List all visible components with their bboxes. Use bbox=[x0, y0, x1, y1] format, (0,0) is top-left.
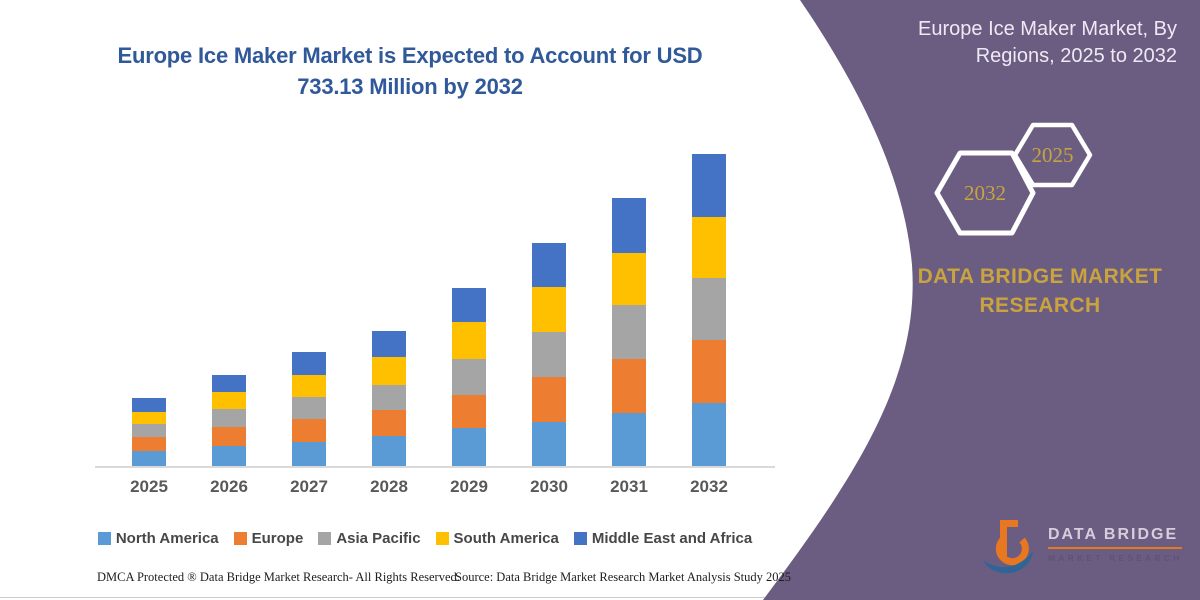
x-axis-label-2026: 2026 bbox=[210, 477, 248, 496]
stacked-bar-chart bbox=[95, 120, 775, 468]
bar-segment-south-america-2030 bbox=[532, 287, 566, 332]
x-axis-labels: 2025 2026 2027 2028 2029 2030 2031 2032 bbox=[95, 477, 775, 499]
chart-title: Europe Ice Maker Market is Expected to A… bbox=[100, 40, 720, 102]
chart-legend: North America Europe Asia Pacific South Ame… bbox=[75, 530, 775, 547]
bar-segment-middle-east-and-africa-2032 bbox=[692, 154, 726, 218]
hexagon-2025-label: 2025 bbox=[1032, 143, 1074, 167]
bar-segment-middle-east-and-africa-2026 bbox=[212, 374, 246, 392]
legend-item-middle-east-and-africa: Middle East and Africa bbox=[573, 530, 753, 547]
footer-source-text: Source: Data Bridge Market Research Mark… bbox=[455, 570, 792, 584]
bar-segment-south-america-2031 bbox=[612, 252, 646, 305]
legend-item-asia-pacific: Asia Pacific bbox=[318, 530, 421, 547]
bar-segment-north-america-2032 bbox=[692, 403, 726, 466]
bar-segment-north-america-2025 bbox=[132, 450, 166, 466]
brand-text-line2: RESEARCH bbox=[979, 294, 1101, 318]
logo-b-stem bbox=[1000, 520, 1018, 559]
x-axis-label-2027: 2027 bbox=[290, 477, 328, 496]
legend-item-north-america: North America bbox=[97, 530, 219, 547]
chart-title-line2: 733.13 Million by 2032 bbox=[297, 74, 523, 100]
bar-segment-europe-2031 bbox=[612, 359, 646, 414]
bar-segment-north-america-2031 bbox=[612, 413, 646, 466]
bar-segment-asia-pacific-2028 bbox=[372, 384, 406, 410]
bar-segment-europe-2032 bbox=[692, 340, 726, 404]
x-axis-label-2031: 2031 bbox=[610, 477, 648, 496]
logo-b-bowl bbox=[995, 535, 1029, 566]
bar-segment-europe-2028 bbox=[372, 410, 406, 436]
x-axis-label-2025: 2025 bbox=[130, 477, 168, 496]
logo-divider bbox=[1048, 546, 1183, 549]
hexagon-2025 bbox=[1012, 122, 1093, 188]
bar-segment-middle-east-and-africa-2029 bbox=[452, 287, 486, 322]
panel-title: Europe Ice Maker Market, By Regions, 202… bbox=[900, 16, 1177, 70]
bar-segment-south-america-2026 bbox=[212, 391, 246, 409]
bar-segment-south-america-2032 bbox=[692, 217, 726, 279]
bar-segment-north-america-2028 bbox=[372, 436, 406, 466]
legend-swatch bbox=[97, 532, 111, 545]
legend-item-europe: Europe bbox=[233, 530, 304, 547]
logo-wordmark: DATA BRIDGE MARKET RESEARCH bbox=[1048, 525, 1183, 563]
hexagon-badges: 2032 2025 bbox=[934, 122, 1093, 236]
legend-label: North America bbox=[115, 530, 219, 547]
hexagon-2032 bbox=[934, 150, 1036, 236]
bar-segment-south-america-2025 bbox=[132, 412, 166, 425]
data-bridge-logo: DATA BRIDGE MARKET RESEARCH bbox=[980, 512, 1183, 576]
bar-segment-middle-east-and-africa-2028 bbox=[372, 330, 406, 358]
bar-segment-europe-2026 bbox=[212, 426, 246, 446]
bar-segment-north-america-2027 bbox=[292, 441, 326, 466]
bar-segment-south-america-2027 bbox=[292, 374, 326, 397]
legend-swatch bbox=[318, 532, 332, 545]
legend-label: Asia Pacific bbox=[336, 530, 421, 547]
x-axis-label-2028: 2028 bbox=[370, 477, 408, 496]
bar-segment-middle-east-and-africa-2031 bbox=[612, 197, 646, 253]
legend-label: Europe bbox=[251, 530, 304, 547]
data-bridge-logo-icon bbox=[983, 520, 1033, 574]
bar-segment-middle-east-and-africa-2027 bbox=[292, 351, 326, 375]
x-axis-label-2032: 2032 bbox=[690, 477, 728, 496]
bar-segment-europe-2025 bbox=[132, 436, 166, 451]
bar-segment-asia-pacific-2027 bbox=[292, 396, 326, 420]
bar-segment-north-america-2029 bbox=[452, 428, 486, 466]
logo-subtitle: MARKET RESEARCH bbox=[1048, 552, 1183, 563]
bar-segment-asia-pacific-2029 bbox=[452, 358, 486, 395]
bar-segment-south-america-2029 bbox=[452, 321, 486, 359]
bar-segment-asia-pacific-2026 bbox=[212, 408, 246, 427]
bar-segment-asia-pacific-2025 bbox=[132, 424, 166, 437]
bar-segment-north-america-2030 bbox=[532, 422, 566, 466]
x-axis-label-2029: 2029 bbox=[450, 477, 488, 496]
bar-segment-asia-pacific-2030 bbox=[532, 331, 566, 378]
legend-swatch bbox=[573, 532, 587, 545]
footer-dmca-text: DMCA Protected ® Data Bridge Market Rese… bbox=[97, 570, 460, 584]
logo-name: DATA BRIDGE bbox=[1048, 525, 1179, 543]
legend-swatch bbox=[233, 532, 247, 545]
bar-segment-middle-east-and-africa-2025 bbox=[132, 397, 166, 413]
legend-item-south-america: South America bbox=[435, 530, 559, 547]
x-axis-label-2030: 2030 bbox=[530, 477, 568, 496]
bar-segment-asia-pacific-2032 bbox=[692, 278, 726, 341]
bar-segment-europe-2029 bbox=[452, 394, 486, 429]
bar-segment-north-america-2026 bbox=[212, 445, 246, 466]
hexagon-2032-label: 2032 bbox=[964, 181, 1006, 205]
brand-text-line1: DATA BRIDGE MARKET bbox=[917, 265, 1163, 288]
panel-title-line2: Regions, 2025 to 2032 bbox=[975, 45, 1177, 67]
bar-segment-europe-2027 bbox=[292, 419, 326, 442]
chart-title-line1: Europe Ice Maker Market is Expected to A… bbox=[117, 43, 703, 68]
logo-swoosh bbox=[983, 551, 1033, 574]
bar-segment-asia-pacific-2031 bbox=[612, 305, 646, 360]
bar-segment-middle-east-and-africa-2030 bbox=[532, 242, 566, 288]
panel-title-line1: Europe Ice Maker Market, By bbox=[918, 18, 1177, 40]
legend-label: South America bbox=[453, 530, 559, 547]
bar-segment-south-america-2028 bbox=[372, 357, 406, 385]
bottom-divider bbox=[0, 597, 1200, 598]
legend-label: Middle East and Africa bbox=[591, 530, 753, 547]
bar-segment-europe-2030 bbox=[532, 377, 566, 423]
brand-text: DATA BRIDGE MARKET RESEARCH bbox=[890, 262, 1190, 321]
legend-swatch bbox=[435, 532, 449, 545]
